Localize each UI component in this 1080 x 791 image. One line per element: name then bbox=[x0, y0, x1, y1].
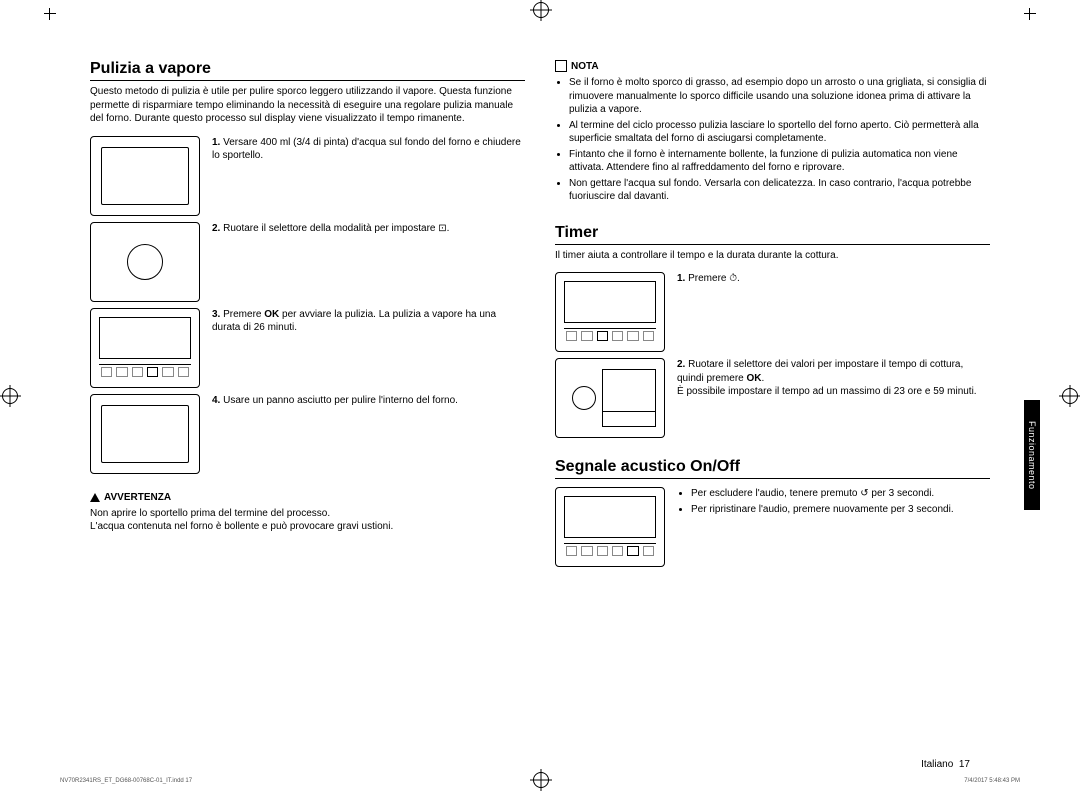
steps-pulizia: 1. Versare 400 ml (3/4 di pinta) d'acqua… bbox=[90, 136, 525, 474]
note-icon bbox=[555, 60, 567, 72]
note-item: Se il forno è molto sporco di grasso, ad… bbox=[569, 76, 990, 117]
warning-text-2: L'acqua contenuta nel forno è bollente e… bbox=[90, 520, 525, 534]
step-2: 2. Ruotare il selettore della modalità p… bbox=[90, 222, 525, 302]
figure-panel-ok bbox=[90, 308, 200, 388]
step-2-text: 2. Ruotare il selettore della modalità p… bbox=[212, 222, 449, 236]
step-1-text: 1. Versare 400 ml (3/4 di pinta) d'acqua… bbox=[212, 136, 525, 163]
heading-timer: Timer bbox=[555, 224, 990, 245]
timer-step-2: 2. Ruotare il selettore dei valori per i… bbox=[555, 358, 990, 438]
signal-item: Per ripristinare l'audio, premere nuovam… bbox=[691, 503, 954, 517]
step-3: 3. Premere OK per avviare la pulizia. La… bbox=[90, 308, 525, 388]
warning-text-1: Non aprire lo sportello prima del termin… bbox=[90, 507, 525, 521]
heading-pulizia: Pulizia a vapore bbox=[90, 60, 525, 81]
step-4-text: 4. Usare un panno asciutto per pulire l'… bbox=[212, 394, 458, 408]
figure-pour-water bbox=[90, 136, 200, 216]
note-item: Al termine del ciclo processo pulizia la… bbox=[569, 119, 990, 146]
figure-mode-dial bbox=[90, 222, 200, 302]
warning-icon bbox=[90, 493, 100, 502]
figure-panel-back bbox=[555, 487, 665, 567]
signal-item: Per escludere l'audio, tenere premuto ↺ … bbox=[691, 487, 954, 501]
timer-step-1: 1. Premere ⏱. bbox=[555, 272, 990, 352]
note-list: Se il forno è molto sporco di grasso, ad… bbox=[555, 76, 990, 204]
registration-mark-bottom bbox=[533, 772, 549, 788]
step-1: 1. Versare 400 ml (3/4 di pinta) d'acqua… bbox=[90, 136, 525, 216]
note-item: Non gettare l'acqua sul fondo. Versarla … bbox=[569, 177, 990, 204]
right-column: NOTA Se il forno è molto sporco di grass… bbox=[555, 60, 990, 573]
side-tab: Funzionamento bbox=[1024, 400, 1040, 510]
timer-step-2-text: 2. Ruotare il selettore dei valori per i… bbox=[677, 358, 990, 399]
left-column: Pulizia a vapore Questo metodo di pulizi… bbox=[90, 60, 525, 573]
step-3-text: 3. Premere OK per avviare la pulizia. La… bbox=[212, 308, 525, 335]
footer-page: Italiano 17 bbox=[921, 759, 970, 770]
figure-wipe bbox=[90, 394, 200, 474]
imprint-left: NV70R2341RS_ET_DG68-00768C-01_IT.indd 17 bbox=[60, 778, 192, 784]
intro-pulizia: Questo metodo di pulizia è utile per pul… bbox=[90, 85, 525, 126]
imprint-right: 7/4/2017 5:48:43 PM bbox=[964, 778, 1020, 784]
note-item: Fintanto che il forno è internamente bol… bbox=[569, 148, 990, 175]
step-4: 4. Usare un panno asciutto per pulire l'… bbox=[90, 394, 525, 474]
note-label: NOTA bbox=[555, 60, 990, 72]
signal-row: Per escludere l'audio, tenere premuto ↺ … bbox=[555, 487, 990, 567]
warning-label: AVVERTENZA bbox=[90, 492, 525, 503]
timer-step-1-text: 1. Premere ⏱. bbox=[677, 272, 740, 286]
figure-value-dial bbox=[555, 358, 665, 438]
figure-panel-timer bbox=[555, 272, 665, 352]
signal-text: Per escludere l'audio, tenere premuto ↺ … bbox=[677, 487, 954, 518]
page-content: Pulizia a vapore Questo metodo di pulizi… bbox=[0, 0, 1080, 593]
intro-timer: Il timer aiuta a controllare il tempo e … bbox=[555, 249, 990, 263]
heading-signal: Segnale acustico On/Off bbox=[555, 458, 990, 479]
